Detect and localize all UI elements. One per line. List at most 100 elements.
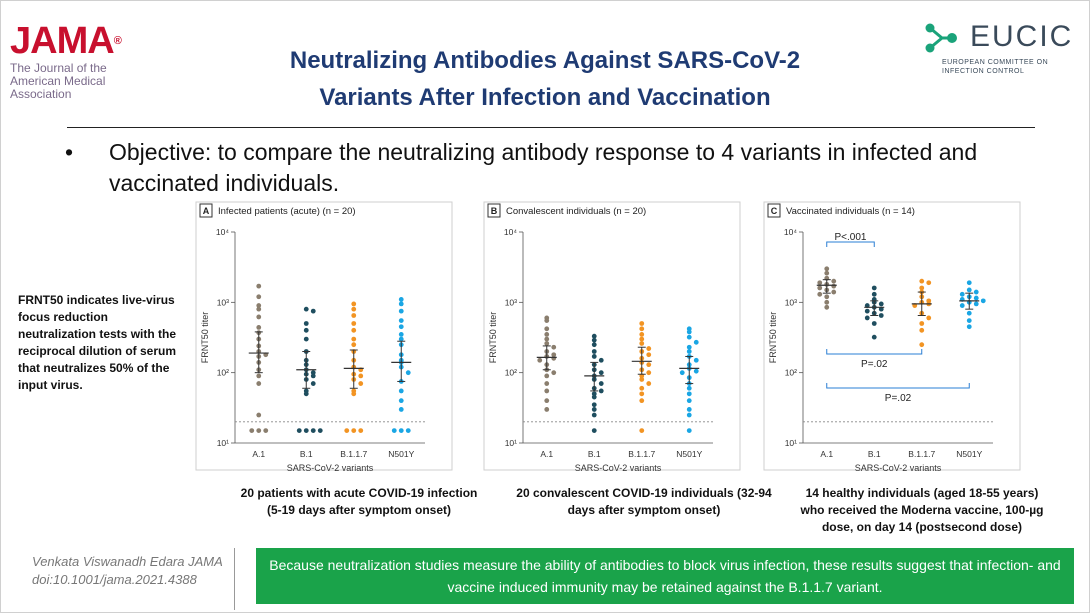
caption-convalescent: 20 convalescent COVID-19 individuals (32… xyxy=(516,486,772,517)
data-point xyxy=(824,266,830,272)
x-tick-label: B.1.1.7 xyxy=(628,449,655,459)
data-point xyxy=(824,299,830,305)
y-tick-label: 10² xyxy=(785,368,797,378)
data-point xyxy=(591,394,597,400)
y-tick-label: 10³ xyxy=(505,297,517,307)
significance-label: P<.001 xyxy=(835,232,867,243)
data-point xyxy=(824,304,830,310)
data-point xyxy=(926,315,932,321)
data-point xyxy=(303,428,309,434)
y-tick-label: 10⁴ xyxy=(504,227,517,237)
x-tick-label: B.1.1.7 xyxy=(908,449,935,459)
eucic-logo-word: EUCIC xyxy=(970,20,1074,53)
data-point xyxy=(317,428,323,434)
jama-logo-subtitle: The Journal of the American Medical Asso… xyxy=(10,61,107,101)
y-tick-label: 10⁴ xyxy=(784,227,797,237)
data-point xyxy=(831,278,837,284)
data-point xyxy=(405,370,411,376)
data-point xyxy=(686,334,692,340)
data-point xyxy=(351,336,357,342)
x-axis-label: SARS-CoV-2 variants xyxy=(575,463,662,473)
data-point xyxy=(646,352,652,358)
data-point xyxy=(398,398,404,404)
data-point xyxy=(686,385,692,391)
data-point xyxy=(973,295,979,301)
data-point xyxy=(679,370,685,376)
data-point xyxy=(351,428,357,434)
data-point xyxy=(398,318,404,323)
y-tick-label: 10³ xyxy=(217,297,229,307)
data-point xyxy=(551,370,557,376)
data-point xyxy=(544,398,550,404)
data-point xyxy=(398,428,404,434)
frnt50-definition: FRNT50 indicates live-virus focus reduct… xyxy=(18,293,177,392)
panel-letter-box xyxy=(487,203,501,218)
data-point xyxy=(591,354,597,359)
data-point xyxy=(980,298,986,304)
significance-bracket xyxy=(826,383,970,389)
y-axis-label: FRNT50 titer xyxy=(200,312,210,364)
data-point xyxy=(351,306,357,312)
y-tick-label: 10² xyxy=(505,368,517,378)
data-point xyxy=(831,283,837,289)
caption-vaccinated: 14 healthy individuals (aged 18-55 years… xyxy=(800,486,1044,534)
y-axis-label: FRNT50 titer xyxy=(768,312,778,364)
data-point xyxy=(358,428,364,434)
data-point xyxy=(303,391,309,397)
panel-letter-box xyxy=(199,203,213,218)
slide-title-line2: Variants After Infection and Vaccination xyxy=(319,84,771,111)
data-point xyxy=(256,428,262,434)
data-point xyxy=(398,332,404,337)
data-point xyxy=(256,283,262,289)
citation: Venkata Viswanadh Edara JAMA doi:10.1001… xyxy=(32,553,223,589)
y-axis-label: FRNT50 titer xyxy=(488,312,498,364)
data-point xyxy=(919,342,925,348)
panel-letter: C xyxy=(771,206,778,216)
data-point xyxy=(551,355,557,361)
data-point xyxy=(871,285,877,291)
significance-bracket xyxy=(826,349,923,355)
data-point xyxy=(544,388,550,394)
x-tick-label: N501Y xyxy=(956,449,982,459)
jama-logo-registered: ® xyxy=(113,35,122,47)
data-point xyxy=(598,357,604,363)
chart-panel-C: C Vaccinated individuals (n = 14) 10¹ 10² 10… xyxy=(763,201,1021,473)
data-point xyxy=(310,308,316,314)
data-point xyxy=(919,285,925,291)
x-axis-label: SARS-CoV-2 variants xyxy=(287,463,374,473)
data-point xyxy=(871,321,877,326)
citation-author: Venkata Viswanadh Edara JAMA xyxy=(32,554,223,569)
data-point xyxy=(646,370,652,376)
conclusion-box: Because neutralization studies measure t… xyxy=(256,548,1074,604)
data-point xyxy=(831,289,837,295)
data-point xyxy=(639,398,645,404)
data-point xyxy=(598,381,604,386)
chart-frame xyxy=(763,201,1021,471)
panel-letter: A xyxy=(203,206,210,216)
data-point xyxy=(878,301,884,307)
data-point xyxy=(398,407,404,412)
data-point xyxy=(544,341,550,346)
data-point xyxy=(591,333,597,339)
data-point xyxy=(358,381,364,386)
data-point xyxy=(646,346,652,351)
data-point xyxy=(256,325,262,330)
data-point xyxy=(686,398,692,404)
data-point xyxy=(639,428,645,434)
data-point xyxy=(398,301,404,307)
data-point xyxy=(544,326,550,332)
y-tick-label: 10² xyxy=(217,368,229,378)
x-tick-label: B.1 xyxy=(588,449,601,459)
data-point xyxy=(544,407,550,412)
data-point xyxy=(966,324,972,330)
data-point xyxy=(296,428,302,434)
charts-svg: A Infected patients (acute) (n = 20) 10¹ 10… xyxy=(195,201,1021,473)
data-point xyxy=(973,289,979,295)
x-tick-label: A.1 xyxy=(820,449,833,459)
data-point xyxy=(310,381,316,386)
data-point xyxy=(639,321,645,326)
data-point xyxy=(686,344,692,350)
data-point xyxy=(398,388,404,394)
data-point xyxy=(686,391,692,397)
